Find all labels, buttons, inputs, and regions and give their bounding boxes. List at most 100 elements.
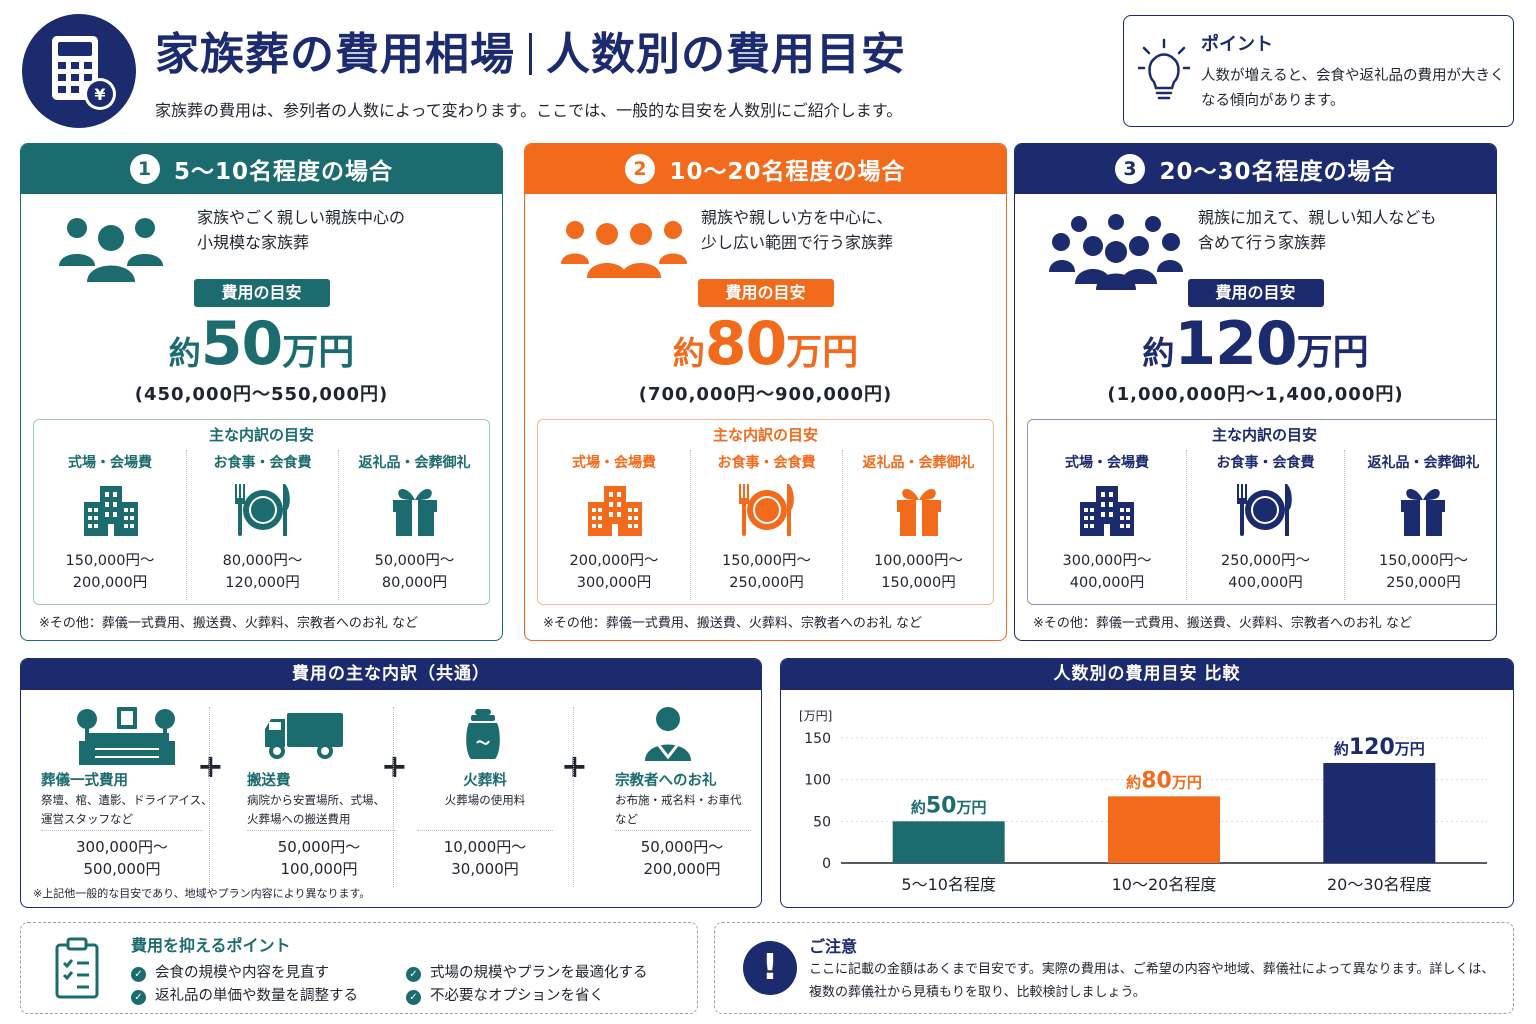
common-item-ceremony: 葬儀一式費用 祭壇、棺、遺影、ドライアイス、 運営スタッフなど 300,000円〜… (35, 699, 213, 889)
breakdown-label: お食事・会食費 (213, 455, 312, 471)
price-unit: 万円 (1296, 332, 1369, 373)
meal-plate-icon (1237, 484, 1292, 536)
chart-title: 人数別の費用目安 比較 (781, 659, 1513, 690)
desc-line1: お布施・戒名料・お車代 (615, 793, 742, 807)
card-description: 親族に加えて、親しい知人なども 含めて行う家族葬 (1198, 205, 1436, 255)
common-item-desc: 病院から安置場所、式場、 火葬場への搬送費用 (247, 791, 385, 829)
breakdown-label: お食事・会食費 (717, 455, 816, 471)
breakdown-amount: 150,000円〜 200,000円 (34, 550, 186, 594)
common-item-name: 葬儀一式費用 (41, 773, 128, 789)
breakdown-gift: 返礼品・会葬御礼 100,000円〜 150,000円 (842, 450, 994, 600)
amount-from: 250,000円〜 (1221, 553, 1310, 569)
breakdown-venue: 式場・会場費 300,000円〜 400,000円 (1028, 450, 1186, 600)
breakdown-amount: 250,000円〜 400,000円 (1187, 550, 1344, 594)
breakdown-label: 式場・会場費 (572, 455, 656, 471)
meal-plate-icon (739, 484, 794, 536)
check-icon: ✓ (131, 967, 146, 982)
bar-3 (1323, 763, 1436, 863)
amount-from: 150,000円〜 (1379, 553, 1468, 569)
amount-from: 300,000円〜 (1062, 553, 1152, 569)
card-desc-line2: 小規模な家族葬 (197, 233, 310, 252)
tips-title: 費用を抑えるポイント (131, 936, 291, 955)
card-5-10: 1 5〜10名程度の場合 家族やごく親しい親族中心の 小規模な家族葬 費用の目安… (20, 143, 503, 641)
bar-2 (1108, 796, 1220, 863)
y-tick-label: 50 (813, 814, 831, 830)
card-desc-line1: 家族やごく親しい親族中心の (197, 208, 406, 227)
desc-line2: など (615, 812, 638, 826)
y-tick-label: 0 (822, 856, 831, 872)
desc-line1: 火葬場の使用料 (444, 793, 526, 807)
y-tick-label: 150 (804, 731, 831, 747)
breakdown-amount: 300,000円〜 400,000円 (1028, 550, 1186, 594)
card-description: 家族やごく親しい親族中心の 小規模な家族葬 (197, 205, 405, 255)
tip-item: ✓ 会食の規模や内容を見直す (131, 961, 329, 982)
price-prefix: 約 (1142, 334, 1175, 372)
big-price: 約120万円 (1015, 309, 1496, 379)
breakdown-label: お食事・会食費 (1216, 455, 1315, 471)
common-item-religious: 宗教者へのお礼 お布施・戒名料・お車代 など 50,000円〜 200,000円 (607, 699, 757, 889)
calculator-yen-icon: ¥ (22, 14, 136, 128)
people-group-icon (1049, 214, 1183, 290)
clipboard-checklist-icon (55, 937, 99, 999)
common-item-desc: 祭壇、棺、遺影、ドライアイス、 運営スタッフなど (41, 791, 213, 829)
notice-title: ご注意 (809, 937, 858, 956)
card-header: 1 5〜10名程度の場合 (21, 144, 502, 194)
amount-to: 300,000円 (576, 575, 652, 591)
amount-to: 150,000円 (881, 575, 956, 591)
amount-to: 30,000円 (451, 860, 519, 878)
breakdown-label: 返礼品・会葬御礼 (1367, 455, 1480, 471)
tip-text: 返礼品の単価や数量を調整する (155, 988, 358, 1004)
building-icon (588, 486, 642, 536)
breakdown-label: 式場・会場費 (68, 455, 152, 471)
amount-from: 200,000円〜 (569, 553, 659, 569)
common-item-amount: 50,000円〜 100,000円 (239, 836, 399, 880)
price-number: 80 (704, 309, 787, 379)
common-item-desc: 火葬場の使用料 (417, 791, 553, 810)
estimate-badge: 費用の目安 (1187, 279, 1324, 307)
building-icon (1080, 486, 1134, 536)
common-item-cremation: 火葬料 火葬場の使用料 10,000円〜 30,000円 (417, 699, 553, 889)
page-title: 家族葬の費用相場 人数別の費用目安 (155, 18, 906, 82)
plus-sign: + (381, 747, 408, 785)
card-20-30: 3 20〜30名程度の場合 親族に加えて、親しい知人なども 含めて行う家族葬 費… (1014, 143, 1497, 641)
exclamation-icon: ! (743, 941, 797, 995)
breakdown-meal: お食事・会食費 150,000円〜 250,000円 (690, 450, 842, 600)
amount-from: 100,000円〜 (874, 553, 963, 569)
amount-to: 400,000円 (1069, 575, 1145, 591)
item-divider (417, 830, 553, 831)
big-price: 約80万円 (525, 309, 1006, 379)
amount-to: 250,000円 (729, 575, 804, 591)
common-item-amount: 10,000円〜 30,000円 (417, 836, 553, 880)
bar-1 (892, 821, 1005, 863)
estimate-badge: 費用の目安 (193, 279, 330, 307)
building-icon (84, 486, 138, 536)
y-axis-label: [万円] (799, 709, 832, 723)
breakdown-meal: お食事・会食費 250,000円〜 400,000円 (1186, 450, 1344, 600)
breakdown-meal: お食事・会食費 80,000円〜 120,000円 (186, 450, 338, 600)
price-range: (1,000,000円〜1,400,000円) (1107, 384, 1404, 405)
bar-chart: [万円] 0 50 100 150 約50万円 5〜10名程度 約80万円 10〜20名程度 約1… (799, 709, 1487, 894)
amount-from: 150,000円〜 (722, 553, 811, 569)
altar-icon (77, 707, 175, 765)
amount-from: 50,000円〜 (277, 838, 361, 856)
amount-from: 10,000円〜 (443, 838, 527, 856)
plus-sign: + (197, 747, 224, 785)
price-number: 50 (200, 309, 283, 379)
gift-icon (393, 489, 437, 536)
card-desc-line1: 親族や親しい方を中心に、 (701, 208, 893, 227)
card-number: 3 (1115, 154, 1146, 184)
price-range: (450,000円〜550,000円) (134, 384, 389, 405)
amount-to: 80,000円 (381, 575, 448, 591)
amount-from: 80,000円〜 (222, 553, 303, 569)
bar-value-label: 約120万円 (1334, 735, 1425, 760)
card-header: 3 20〜30名程度の場合 (1015, 144, 1496, 194)
common-item-transport: 搬送費 病院から安置場所、式場、 火葬場への搬送費用 50,000円〜 100,00… (239, 699, 399, 889)
bar-value-label: 約50万円 (911, 793, 987, 818)
bar-value-label: 約80万円 (1126, 768, 1202, 793)
item-divider (247, 830, 395, 831)
amount-to: 400,000円 (1228, 575, 1303, 591)
notice-box: ! ご注意 ここに記載の金額はあくまで目安です。実際の費用は、ご希望の内容や地域… (714, 922, 1514, 1014)
plus-sign: + (561, 747, 588, 785)
tip-text: 会食の規模や内容を見直す (155, 965, 329, 981)
tip-item: ✓ 不必要なオプションを省く (406, 984, 604, 1005)
